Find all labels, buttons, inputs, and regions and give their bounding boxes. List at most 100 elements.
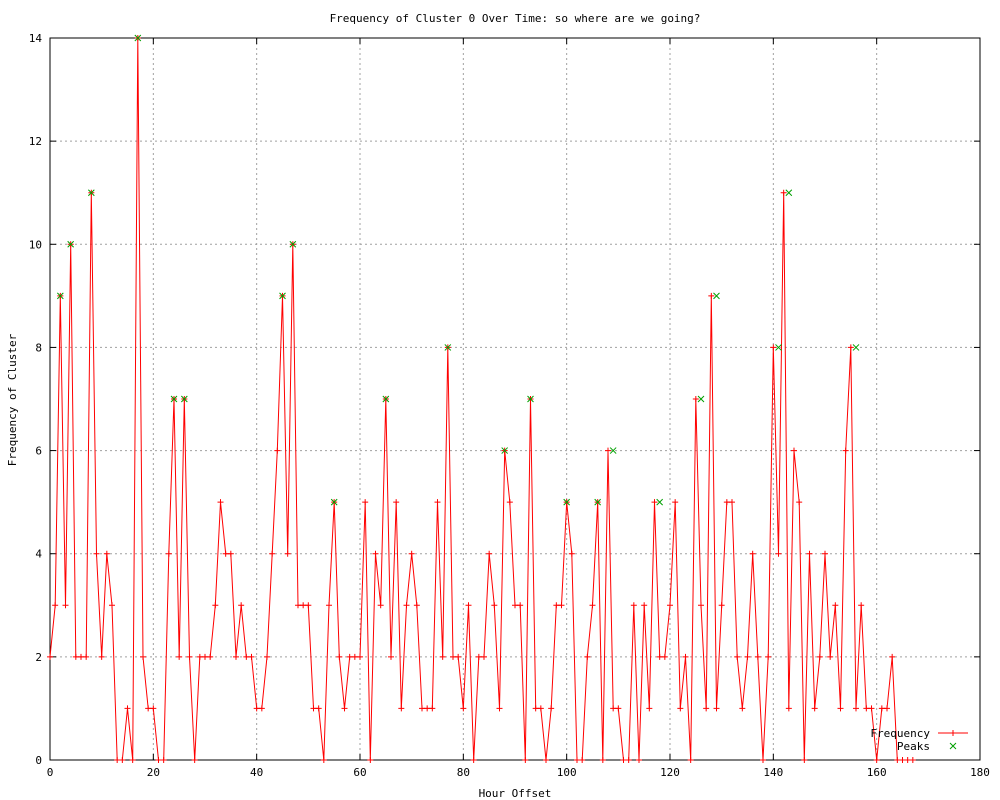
- data-point-frequency: [713, 705, 720, 712]
- data-point-frequency: [191, 757, 198, 763]
- x-tick-label: 40: [250, 766, 263, 779]
- data-point-frequency: [646, 705, 653, 712]
- data-point-frequency: [450, 653, 456, 660]
- data-point-frequency: [522, 757, 529, 763]
- data-point-peak: [656, 498, 664, 506]
- y-tick-label: 10: [29, 238, 42, 251]
- data-point-frequency: [114, 757, 121, 763]
- data-point-frequency: [656, 653, 663, 660]
- data-point-frequency: [636, 757, 642, 763]
- data-point-frequency: [543, 757, 549, 763]
- data-point-frequency: [822, 550, 828, 557]
- legend: Frequency Peaks: [870, 727, 968, 753]
- data-point-frequency: [878, 705, 885, 712]
- data-point-frequency: [155, 757, 162, 763]
- data-point-frequency: [403, 602, 410, 609]
- data-point-frequency: [729, 499, 735, 506]
- data-point-frequency: [760, 757, 766, 763]
- data-point-frequency: [295, 602, 301, 609]
- data-point-frequency: [341, 705, 348, 712]
- data-point-frequency: [284, 550, 291, 557]
- data-point-frequency: [305, 602, 312, 609]
- data-point-frequency: [315, 705, 322, 712]
- data-point-frequency: [52, 602, 59, 609]
- data-point-frequency: [320, 757, 327, 763]
- data-point-frequency: [202, 653, 208, 660]
- data-point-frequency: [78, 653, 84, 660]
- data-point-frequency: [98, 653, 105, 660]
- data-point-frequency: [413, 602, 420, 609]
- legend-marker-peaks: [949, 742, 957, 750]
- data-point-frequency: [145, 705, 152, 712]
- data-point-frequency: [357, 653, 363, 660]
- data-point-frequency: [842, 447, 849, 454]
- x-axis-ticks: 0 20 40 60 80 100 120 140 160 180: [47, 38, 990, 779]
- data-point-frequency: [548, 705, 555, 712]
- y-tick-label: 14: [29, 32, 43, 45]
- data-point-frequency: [455, 653, 462, 660]
- data-point-frequency: [718, 602, 725, 609]
- data-point-frequency: [212, 602, 219, 609]
- data-point-peak: [444, 344, 452, 351]
- data-point-frequency: [868, 705, 875, 712]
- data-point-frequency: [641, 602, 648, 609]
- data-point-frequency: [429, 705, 436, 712]
- data-point-peak: [382, 395, 390, 403]
- data-point-peak: [775, 344, 782, 351]
- data-point-frequency: [599, 757, 606, 763]
- data-point-frequency: [439, 653, 446, 660]
- data-point-frequency: [346, 653, 353, 660]
- data-point-frequency: [253, 705, 260, 712]
- data-point-peak: [594, 498, 602, 506]
- x-tick-label: 160: [867, 766, 887, 779]
- data-point-frequency: [703, 705, 710, 712]
- data-point-frequency: [899, 757, 906, 763]
- data-point-frequency: [475, 653, 482, 660]
- x-tick-label: 20: [147, 766, 160, 779]
- data-point-frequency: [434, 499, 441, 506]
- x-tick-label: 100: [557, 766, 577, 779]
- data-point-frequency: [858, 602, 865, 609]
- data-point-peak: [170, 395, 178, 403]
- data-point-frequency: [424, 705, 431, 712]
- data-point-frequency: [687, 757, 694, 763]
- y-tick-label: 6: [35, 445, 42, 458]
- data-point-frequency: [419, 705, 425, 712]
- data-point-frequency: [258, 705, 265, 712]
- data-point-frequency: [351, 653, 358, 660]
- legend-label-frequency: Frequency: [870, 727, 930, 740]
- data-point-frequency: [780, 189, 787, 196]
- x-tick-label: 120: [660, 766, 680, 779]
- data-point-frequency: [264, 653, 270, 660]
- legend-sample-peaks: [949, 742, 957, 750]
- data-point-frequency: [109, 602, 115, 609]
- y-axis-ticks: 0 2 4 6 8 10 12 14: [29, 32, 980, 767]
- data-point-frequency: [140, 653, 146, 660]
- data-point-frequency: [754, 653, 761, 660]
- x-tick-label: 80: [457, 766, 470, 779]
- data-point-frequency: [889, 653, 896, 660]
- data-point-frequency: [367, 757, 374, 763]
- data-point-frequency: [227, 550, 234, 557]
- x-tick-label: 140: [763, 766, 783, 779]
- data-point-frequency: [222, 550, 229, 557]
- data-point-frequency: [196, 653, 203, 660]
- data-point-frequency: [816, 653, 823, 660]
- data-point-frequency: [610, 705, 617, 712]
- data-point-frequency: [853, 705, 859, 712]
- data-point-frequency: [238, 602, 245, 609]
- data-point-frequency: [909, 757, 916, 763]
- data-point-peak: [852, 344, 860, 351]
- data-point-frequency: [734, 653, 741, 660]
- x-axis-label: Hour Offset: [479, 787, 552, 800]
- data-point-frequency: [584, 653, 591, 660]
- data-point-peak: [501, 447, 509, 454]
- data-point-frequency: [491, 602, 498, 609]
- data-point-frequency: [532, 705, 539, 712]
- data-point-frequency: [615, 705, 622, 712]
- data-point-frequency: [791, 447, 797, 454]
- data-point-frequency: [553, 602, 560, 609]
- data-point-frequency: [470, 757, 477, 763]
- y-tick-label: 12: [29, 135, 42, 148]
- peak-marker-group: [56, 34, 860, 506]
